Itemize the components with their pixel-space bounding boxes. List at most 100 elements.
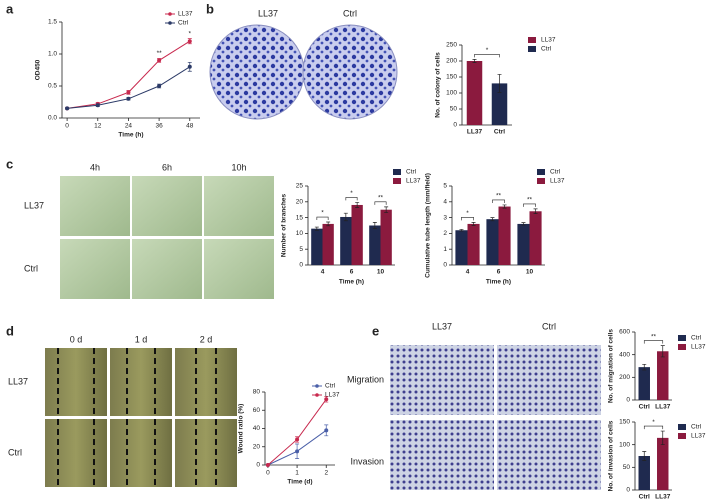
micro-image <box>110 419 172 487</box>
y-axis-label: OD450 <box>35 59 42 80</box>
legend-label: LL37 <box>691 344 706 351</box>
point <box>157 84 162 88</box>
row-label: Migration <box>347 374 384 384</box>
micro-image <box>175 419 237 487</box>
legend-swatch <box>678 433 686 439</box>
x-tick-label: 0 <box>65 123 69 130</box>
column-label: LL37 <box>432 321 452 331</box>
y-tick-label: 3 <box>443 214 447 221</box>
legend-label: LL37 <box>541 37 556 44</box>
y-tick-label: 100 <box>446 90 457 97</box>
significance: * <box>350 190 353 197</box>
significance: * <box>466 210 469 217</box>
bar <box>369 225 381 265</box>
error-bar <box>314 226 319 231</box>
point <box>324 397 329 402</box>
micro-image <box>45 348 107 416</box>
sig-bracket <box>316 216 329 221</box>
x-tick-label: LL37 <box>467 129 483 136</box>
y-tick-label: 0 <box>299 262 303 269</box>
point <box>126 96 131 101</box>
x-tick-label: Ctrl <box>639 494 650 501</box>
error-bar <box>459 229 464 232</box>
legend-swatch <box>678 335 686 341</box>
error-bar <box>490 217 495 222</box>
x-axis-label: Time (h) <box>486 279 511 286</box>
x-tick-label: 36 <box>155 123 163 130</box>
column-label: 2 d <box>200 334 213 344</box>
error-bar <box>497 74 502 93</box>
row-label: Ctrl <box>8 447 22 457</box>
legend-swatch <box>528 37 536 43</box>
y-tick-label: 0 <box>453 122 457 129</box>
error-bar <box>521 222 526 226</box>
sig-bracket <box>461 217 474 221</box>
legend-swatch <box>393 169 401 175</box>
error-bar <box>326 221 331 227</box>
micro-image <box>204 176 274 236</box>
y-tick-label: 40 <box>253 425 261 432</box>
y-axis-label: Wound ratio (%) <box>238 404 245 454</box>
panel-letter: b <box>206 1 214 16</box>
bar <box>498 206 511 265</box>
error-bar <box>472 59 477 63</box>
x-tick-label: 2 <box>324 470 328 477</box>
legend-label: Ctrl <box>325 383 336 390</box>
sig-bracket <box>345 197 358 201</box>
legend-swatch <box>537 169 545 175</box>
y-tick-label: 150 <box>619 419 630 426</box>
y-tick-label: 5 <box>443 183 447 190</box>
error-bar <box>384 206 389 213</box>
significance: ** <box>378 195 384 202</box>
point <box>295 449 300 454</box>
significance: ** <box>527 197 533 204</box>
y-tick-label: 60 <box>253 407 261 414</box>
y-tick-label: 600 <box>619 329 630 336</box>
significance: * <box>486 47 489 54</box>
image-label: Ctrl <box>343 8 357 18</box>
error-bar <box>343 212 348 222</box>
panel-letter: e <box>372 323 379 338</box>
y-tick-label: 1.0 <box>48 51 57 58</box>
legend-swatch <box>678 344 686 350</box>
bar <box>517 223 530 265</box>
micro-image <box>497 345 601 415</box>
y-tick-label: 25 <box>296 183 304 190</box>
y-tick-label: 1 <box>443 246 447 253</box>
y-tick-label: 80 <box>253 389 261 396</box>
x-tick-label: 6 <box>350 269 354 276</box>
y-tick-label: 0 <box>626 397 630 404</box>
x-tick-label: 48 <box>186 123 194 130</box>
bar <box>311 228 323 265</box>
legend-label: Ctrl <box>541 46 552 53</box>
y-tick-label: 10 <box>296 230 304 237</box>
legend-swatch <box>168 21 172 25</box>
row-label: Ctrl <box>24 263 38 273</box>
sig-bracket <box>523 203 536 207</box>
y-tick-label: 0 <box>256 462 260 469</box>
legend-label: LL37 <box>178 11 193 18</box>
bar <box>638 456 650 490</box>
column-label: 1 d <box>135 334 148 344</box>
x-tick-label: 6 <box>497 269 501 276</box>
x-tick-label: 24 <box>125 123 133 130</box>
legend-swatch <box>537 178 545 184</box>
y-tick-label: 15 <box>296 214 304 221</box>
x-axis-label: Time (h) <box>118 132 143 139</box>
point <box>187 39 192 44</box>
bar <box>486 219 499 265</box>
y-tick-label: 2 <box>443 230 447 237</box>
sig-bracket <box>474 54 500 58</box>
column-label: 10h <box>231 162 246 172</box>
series-line <box>67 66 191 109</box>
y-tick-label: 100 <box>619 441 630 448</box>
y-axis-label: Number of branches <box>281 194 288 258</box>
sig-bracket <box>374 201 387 205</box>
column-label: 0 d <box>70 334 83 344</box>
point <box>95 103 100 108</box>
legend-swatch <box>393 178 401 184</box>
y-tick-label: 0.0 <box>48 115 57 122</box>
error-bar <box>660 430 665 446</box>
error-bar <box>642 451 647 461</box>
sig-bracket <box>492 199 505 203</box>
